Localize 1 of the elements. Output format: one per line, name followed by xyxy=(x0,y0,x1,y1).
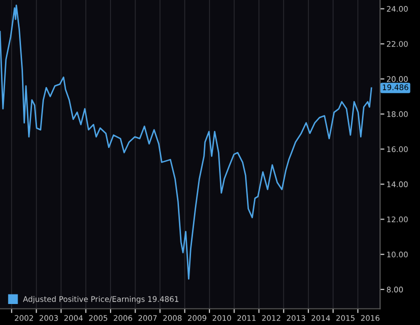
line-series xyxy=(0,4,372,280)
